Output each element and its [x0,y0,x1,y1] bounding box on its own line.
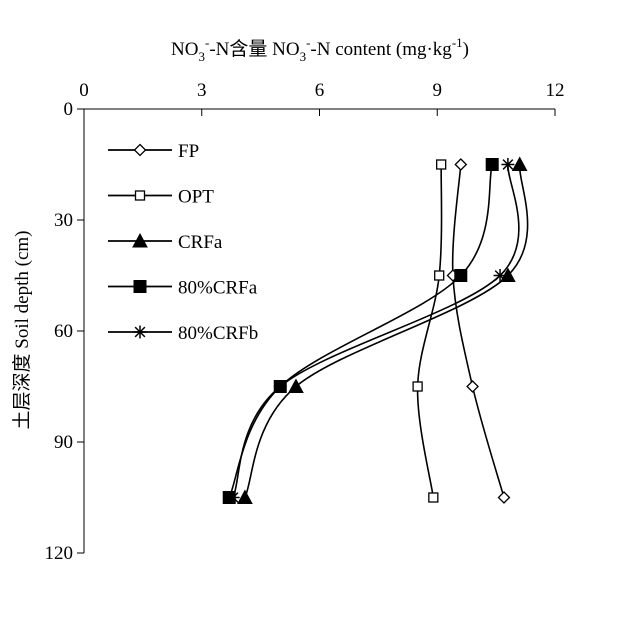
data-point-80-crfb [493,269,507,282]
series-line-80-crfa [228,164,493,498]
legend: FP OPT CRFa 80%CRFa 80%CRFb [108,141,258,344]
data-point-crfa [237,489,253,504]
series-line-fp [451,164,505,498]
legend-marker [134,190,146,201]
x-tick-label: 12 [546,80,565,101]
legend-marker [132,232,148,248]
legend-marker [133,325,147,339]
series-line-crfa [244,164,529,498]
data-point-fp [497,491,511,504]
legend-item-crfa: CRFa [108,232,223,253]
data-point-80-crfa [454,269,468,282]
x-tick-label: 0 [79,80,89,101]
y-tick-label: 60 [54,321,73,342]
data-point-fp [454,158,468,171]
data-point-opt [428,492,439,503]
series-markers [222,156,528,504]
data-point-80-crfb [501,158,515,171]
series-line-opt [416,164,443,498]
data-point-80-crfa [485,158,499,171]
chart-title: NO3--N含量 NO3--N content (mg·kg-1) [171,35,469,64]
data-point-opt [434,270,445,281]
data-point-80-crfb [273,380,287,393]
data-point-80-crfb [226,491,240,504]
y-axis-label: 土层深度 Soil depth (cm) [11,231,33,430]
legend-marker [133,143,147,157]
y-tick-label: 120 [45,543,74,564]
y-tick-label: 30 [54,210,73,231]
data-point-crfa [511,156,528,171]
legend-label: 80%CRFb [178,323,258,344]
data-point-fp [466,380,479,393]
legend-item-opt: OPT [108,187,214,208]
series-line-80-crfb [232,164,520,498]
legend-marker [133,280,147,293]
legend-label: 80%CRFa [178,278,258,299]
x-tick-label: 9 [433,80,443,101]
data-point-crfa [288,378,304,393]
legend-label: CRFa [178,232,223,253]
y-tick-label: 0 [64,99,74,120]
legend-item-80-crfa: 80%CRFa [108,278,258,299]
legend-label: FP [178,141,199,162]
data-point-opt [412,381,423,392]
x-tick-label: 6 [315,80,325,101]
legend-item-80-crfb: 80%CRFb [108,323,258,344]
legend-label: OPT [178,187,214,208]
x-tick-label: 3 [197,80,207,101]
y-tick-label: 90 [54,432,73,453]
legend-item-fp: FP [108,141,199,162]
series-lines [228,164,529,498]
data-point-opt [436,159,447,170]
